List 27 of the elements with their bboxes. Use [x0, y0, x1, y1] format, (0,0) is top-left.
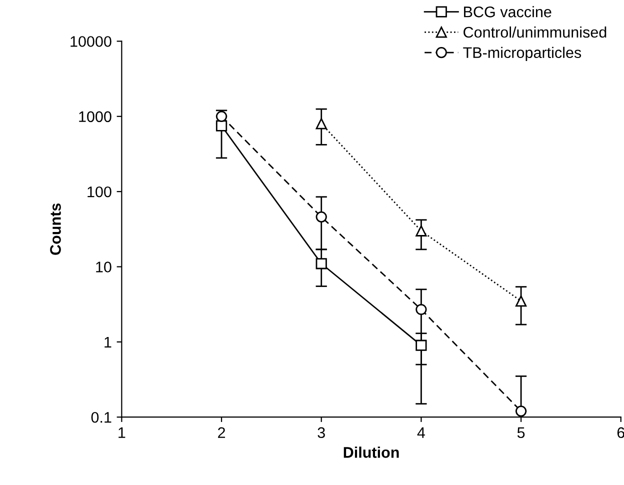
point: [216, 120, 228, 132]
point: [216, 110, 228, 122]
y-tick-label: 0.1: [91, 412, 112, 423]
legend-label: BCG vaccine: [464, 6, 552, 18]
legend-label: Control/unimmunised: [464, 26, 606, 38]
x-tick-label: 6: [617, 427, 624, 438]
x-tick-label: 1: [118, 427, 126, 438]
point: [416, 304, 427, 316]
x-tick-label: 5: [517, 427, 525, 438]
legend-label: TB-microparticles: [463, 46, 582, 62]
y-tick-label: 1: [104, 336, 112, 348]
x-axis-title: Dilution: [344, 446, 399, 458]
point: [316, 118, 327, 130]
y-tick-label: 1000: [79, 111, 112, 122]
x-tick-label: 4: [417, 427, 425, 438]
y-tick-label: 10: [96, 262, 112, 272]
x-tick-label: 3: [318, 427, 325, 438]
point: [416, 225, 427, 236]
point: [515, 406, 527, 417]
point: [416, 340, 427, 351]
x-tick-label: 2: [218, 427, 225, 438]
y-tick-label: 100: [88, 186, 112, 198]
point: [316, 258, 327, 270]
y-tick-label: 10000: [70, 36, 112, 47]
y-axis-title: Counts: [50, 203, 61, 255]
point: [515, 295, 527, 307]
point: [316, 211, 327, 222]
